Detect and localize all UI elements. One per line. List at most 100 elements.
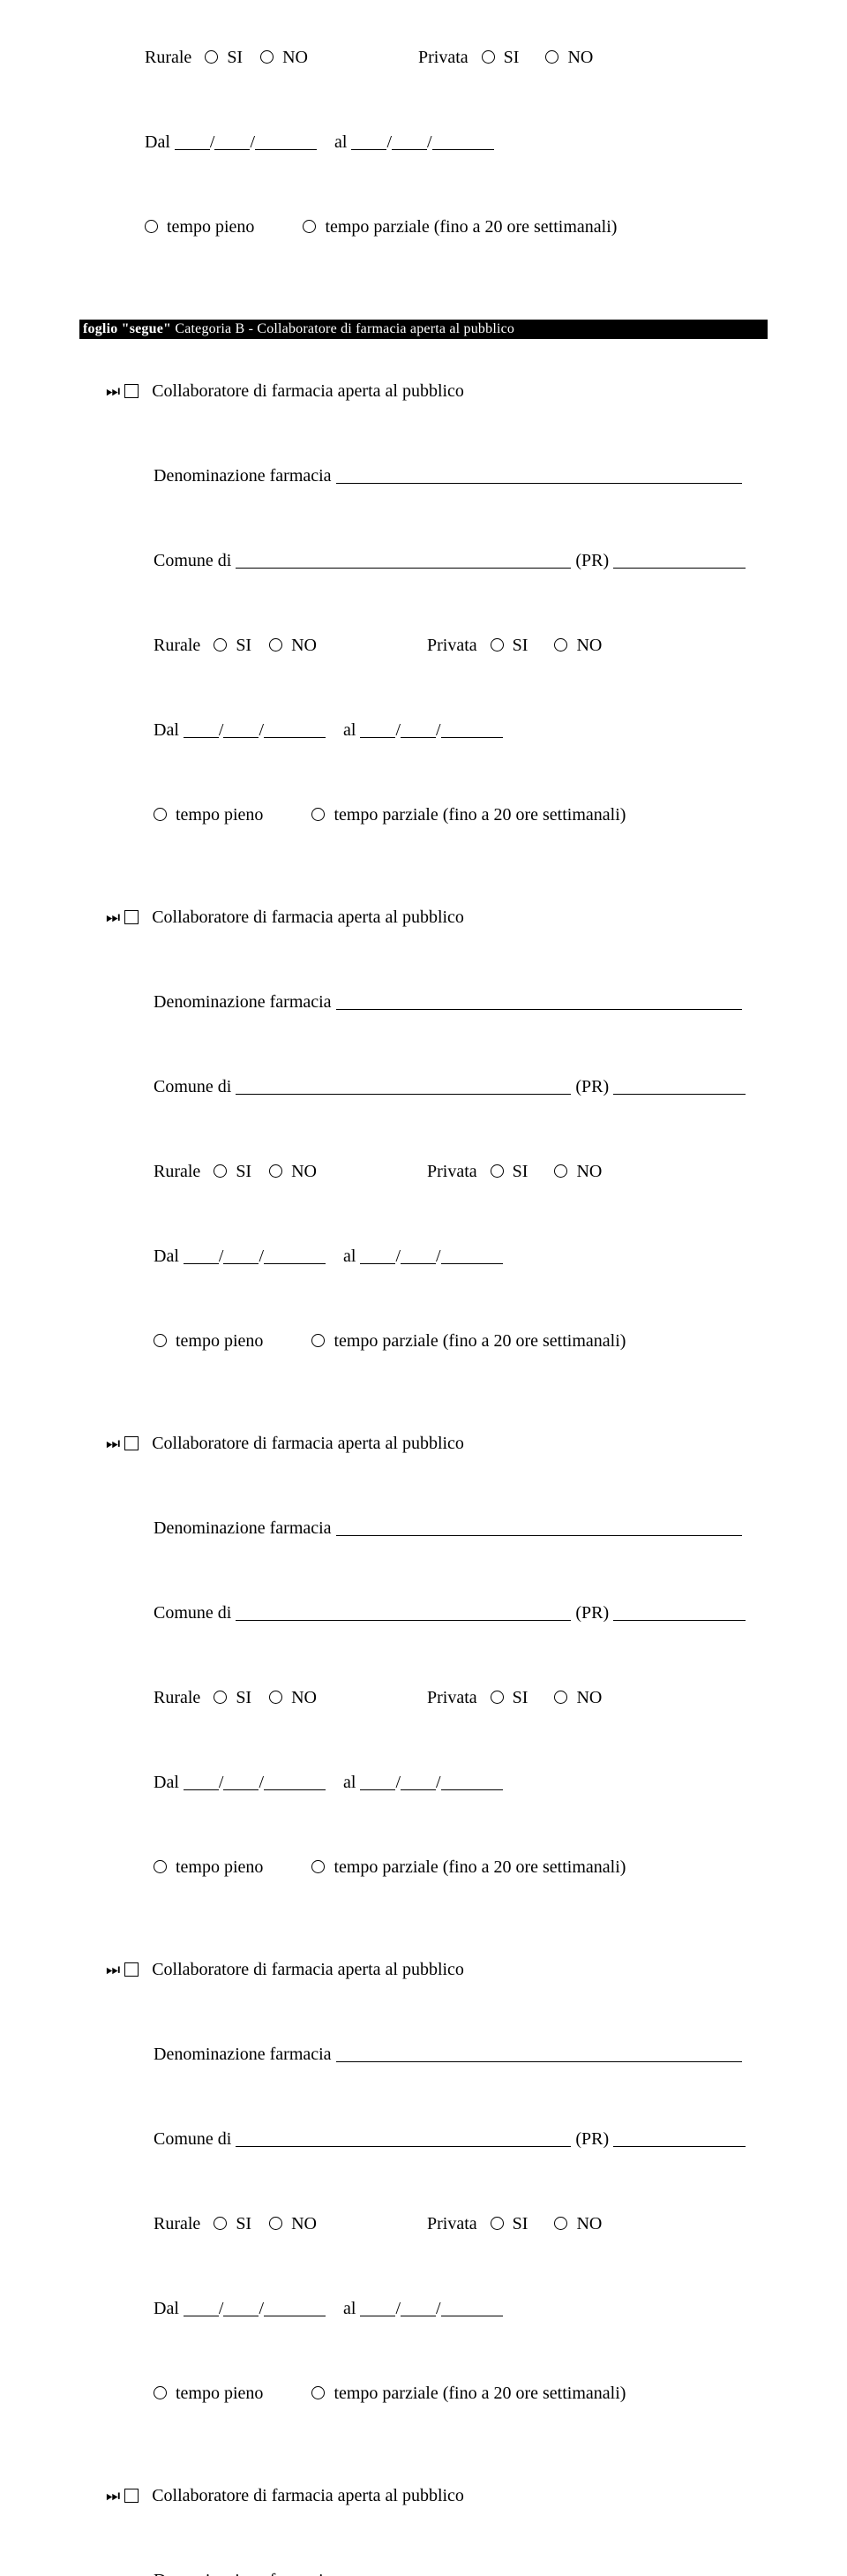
blank-field[interactable] [336, 1520, 742, 1536]
radio-icon[interactable] [214, 1164, 227, 1178]
blank-field[interactable] [336, 468, 742, 484]
radio-icon[interactable] [482, 50, 495, 64]
radio-icon[interactable] [260, 50, 274, 64]
radio-icon[interactable] [491, 638, 504, 652]
pr-label: (PR) [575, 1603, 609, 1623]
dal-label: Dal [145, 132, 170, 152]
blank-field[interactable] [401, 722, 436, 738]
blank-field[interactable] [392, 134, 427, 150]
dal-row: Dal // al // [118, 690, 768, 770]
checkbox-icon[interactable] [124, 1436, 139, 1450]
radio-icon[interactable] [554, 1691, 567, 1704]
si-label: SI [227, 48, 243, 67]
radio-icon[interactable] [145, 220, 158, 233]
checkbox-icon[interactable] [124, 2489, 139, 2503]
radio-icon[interactable] [214, 1691, 227, 1704]
blank-field[interactable] [441, 1774, 503, 1790]
dal-label: Dal [154, 2299, 179, 2318]
blank-field[interactable] [236, 553, 571, 569]
section-header-text: Categoria B - Collaboratore di farmacia … [175, 321, 514, 336]
checkbox-icon[interactable] [124, 384, 139, 398]
blank-field[interactable] [264, 1248, 326, 1264]
blank-field[interactable] [184, 1774, 219, 1790]
radio-icon[interactable] [311, 1334, 325, 1347]
blank-field[interactable] [432, 134, 494, 150]
radio-icon[interactable] [545, 50, 558, 64]
radio-icon[interactable] [554, 1164, 567, 1178]
blank-field[interactable] [360, 1248, 395, 1264]
blank-field[interactable] [351, 134, 386, 150]
radio-icon[interactable] [491, 1691, 504, 1704]
radio-icon[interactable] [269, 1691, 282, 1704]
blank-field[interactable] [223, 2301, 259, 2316]
tempo-parziale-label: tempo parziale (fino a 20 ore settimanal… [334, 1857, 626, 1877]
blank-field[interactable] [264, 722, 326, 738]
radio-icon[interactable] [311, 2386, 325, 2399]
blank-field[interactable] [401, 1248, 436, 1264]
radio-icon[interactable] [554, 2217, 567, 2230]
radio-icon[interactable] [491, 1164, 504, 1178]
blank-field[interactable] [336, 994, 742, 1010]
blank-field[interactable] [441, 1248, 503, 1264]
blank-field[interactable] [223, 722, 259, 738]
radio-icon[interactable] [311, 808, 325, 821]
radio-icon[interactable] [269, 2217, 282, 2230]
si-label: SI [513, 2214, 528, 2233]
radio-icon[interactable] [554, 638, 567, 652]
blank-field[interactable] [264, 1774, 326, 1790]
blank-field[interactable] [401, 2301, 436, 2316]
blank-field[interactable] [336, 2572, 742, 2576]
checkbox-icon[interactable] [124, 1962, 139, 1977]
dal-row: Dal // al // [118, 102, 768, 182]
rurale-row: Rurale SI NO Privata SI NO [118, 1658, 768, 1737]
blank-field[interactable] [264, 2301, 326, 2316]
radio-icon[interactable] [154, 1334, 167, 1347]
comune-row: Comune di (PR) [118, 521, 768, 600]
comune-row: Comune di (PR) [118, 1047, 768, 1126]
blank-field[interactable] [223, 1774, 259, 1790]
blank-field[interactable] [401, 1774, 436, 1790]
blank-field[interactable] [613, 1605, 746, 1621]
blank-field[interactable] [441, 2301, 503, 2316]
blank-field[interactable] [223, 1248, 259, 1264]
pr-label: (PR) [575, 551, 609, 570]
radio-icon[interactable] [269, 1164, 282, 1178]
al-label: al [334, 132, 347, 152]
blank-field[interactable] [175, 134, 210, 150]
blank-field[interactable] [441, 722, 503, 738]
blank-field[interactable] [236, 1605, 571, 1621]
radio-icon[interactable] [214, 2217, 227, 2230]
denominazione-row: Denominazione farmacia [118, 2015, 768, 2094]
blank-field[interactable] [360, 2301, 395, 2316]
radio-icon[interactable] [154, 808, 167, 821]
radio-icon[interactable] [311, 1860, 325, 1873]
al-label: al [343, 720, 356, 740]
blank-field[interactable] [236, 2131, 571, 2147]
radio-icon[interactable] [205, 50, 218, 64]
section-header-bar: foglio "segue" Categoria B - Collaborato… [79, 320, 768, 339]
collaboratore-head: ⏭ Collaboratore di farmacia aperta al pu… [79, 1404, 768, 1483]
radio-icon[interactable] [154, 2386, 167, 2399]
radio-icon[interactable] [491, 2217, 504, 2230]
blank-field[interactable] [184, 1248, 219, 1264]
blank-field[interactable] [236, 1079, 571, 1095]
blank-field[interactable] [613, 1079, 746, 1095]
radio-icon[interactable] [214, 638, 227, 652]
blank-field[interactable] [613, 553, 746, 569]
checkbox-icon[interactable] [124, 910, 139, 924]
radio-icon[interactable] [154, 1860, 167, 1873]
blank-field[interactable] [613, 2131, 746, 2147]
rurale-row: Rurale SI NO Privata SI NO [118, 1132, 768, 1211]
collaboratore-label: Collaboratore di farmacia aperta al pubb… [152, 1434, 464, 1453]
blank-field[interactable] [360, 722, 395, 738]
blank-field[interactable] [184, 722, 219, 738]
blank-field[interactable] [360, 1774, 395, 1790]
blank-field[interactable] [184, 2301, 219, 2316]
blank-field[interactable] [214, 134, 250, 150]
blank-field[interactable] [255, 134, 317, 150]
blank-field[interactable] [336, 2046, 742, 2062]
radio-icon[interactable] [269, 638, 282, 652]
collaboratore-block-partial: ⏭ Collaboratore di farmacia aperta al pu… [79, 2456, 768, 2576]
radio-icon[interactable] [303, 220, 316, 233]
si-label: SI [236, 2214, 251, 2233]
